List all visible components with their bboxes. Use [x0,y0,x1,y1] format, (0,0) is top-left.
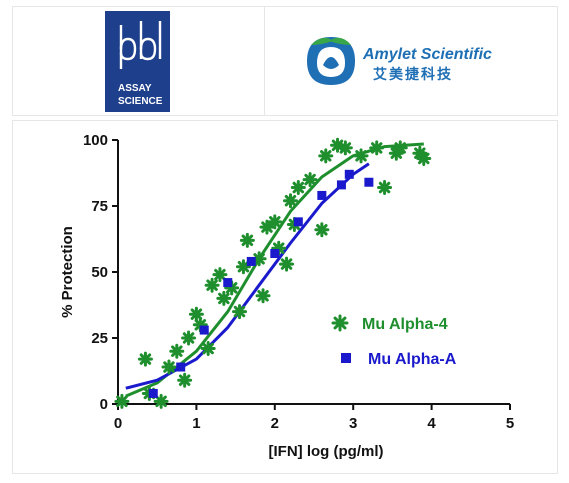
y-tick-label: 100 [83,132,108,149]
data-point-mu-alpha-4 [282,193,298,209]
data-point-mu-alpha-4 [302,172,318,188]
amylet-logo-name: Amylet Scientific [362,46,492,63]
data-point-mu-alpha-4 [200,341,216,357]
legend-label-mu-alpha-a: Mu Alpha-A [368,351,457,368]
y-tick-label: 0 [100,396,108,413]
amylet-leaf-icon [307,37,355,85]
data-point-mu-alpha-4 [318,148,334,164]
data-point-mu-alpha-4 [337,140,353,156]
pbl-logo-line2: SCIENCE [118,96,163,107]
x-tick-label: 4 [427,415,436,432]
data-point-mu-alpha-4 [114,393,130,409]
header-logos: ASSAY SCIENCE Amylet Scientific 艾美捷科技 [12,6,558,116]
data-point-mu-alpha-4 [169,343,185,359]
data-point-mu-alpha-4 [188,306,204,322]
data-point-mu-alpha-4 [290,180,306,196]
data-point-mu-alpha-4 [369,140,385,156]
x-tick-label: 3 [349,415,357,432]
data-point-mu-alpha-a [336,180,346,190]
data-point-mu-alpha-4 [377,180,393,196]
data-point-mu-alpha-4 [232,304,248,320]
x-axis-label: [IFN] log (pg/ml) [269,443,384,460]
legend-marker-mu-alpha-4 [331,314,349,332]
data-points [114,137,432,409]
data-point-mu-alpha-4 [204,277,220,293]
data-point-mu-alpha-a [344,169,354,179]
pbl-assay-science-logo: ASSAY SCIENCE [105,11,170,112]
data-point-mu-alpha-a [199,325,209,335]
header-divider [264,7,265,115]
data-point-mu-alpha-a [270,249,280,259]
legend-label-mu-alpha-4: Mu Alpha-4 [362,316,448,333]
x-tick-label: 5 [506,415,514,432]
data-point-mu-alpha-4 [212,267,228,283]
data-point-mu-alpha-4 [216,290,232,306]
data-point-mu-alpha-a [148,388,158,398]
chart-frame [12,120,558,474]
data-point-mu-alpha-4 [353,148,369,164]
pbl-logo-line1: ASSAY [118,83,152,94]
data-point-mu-alpha-a [246,256,256,266]
data-point-mu-alpha-4 [153,393,169,409]
legend-star-icon [331,314,349,332]
data-point-mu-alpha-4 [181,330,197,346]
legend-marker-mu-alpha-a [341,353,351,363]
data-point-mu-alpha-4 [177,372,193,388]
data-point-mu-alpha-4 [314,222,330,238]
x-tick-label: 2 [271,415,279,432]
data-point-mu-alpha-4 [161,359,177,375]
data-point-mu-alpha-4 [416,150,432,166]
legend: Mu Alpha-4 Mu Alpha-A [331,314,457,368]
data-point-mu-alpha-a [176,362,186,372]
data-point-mu-alpha-a [293,217,303,227]
x-tick-label: 1 [192,415,200,432]
legend-square-icon [341,353,351,363]
data-point-mu-alpha-a [223,278,233,288]
x-tick-label: 0 [114,415,122,432]
y-tick-label: 25 [91,330,108,347]
data-point-mu-alpha-4 [239,232,255,248]
data-point-mu-alpha-a [317,190,327,200]
data-point-mu-alpha-a [364,177,374,187]
data-point-mu-alpha-4 [259,219,275,235]
amylet-logo-chinese: 艾美捷科技 [373,66,453,82]
y-tick-label: 50 [91,264,108,281]
data-point-mu-alpha-4 [255,288,271,304]
y-axis-label: % Protection [59,226,76,318]
y-tick-label: 75 [91,198,108,215]
data-point-mu-alpha-4 [392,140,408,156]
amylet-scientific-logo: Amylet Scientific 艾美捷科技 [303,31,548,91]
data-point-mu-alpha-4 [137,351,153,367]
data-point-mu-alpha-4 [267,214,283,230]
data-point-mu-alpha-4 [235,259,251,275]
data-point-mu-alpha-4 [279,256,295,272]
